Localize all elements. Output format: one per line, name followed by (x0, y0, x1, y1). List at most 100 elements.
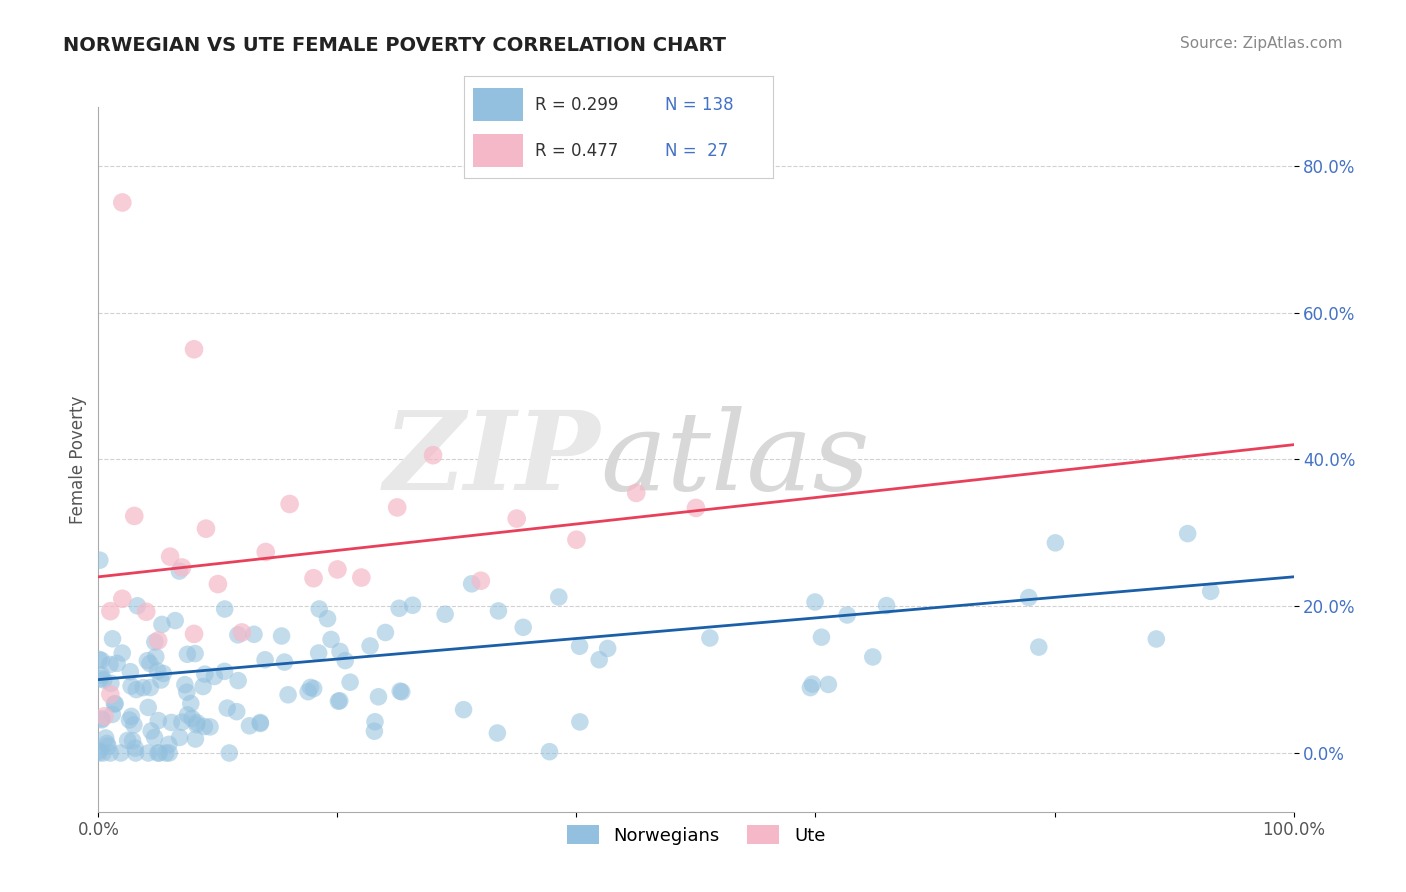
Point (101, 632, 124, 646)
Point (132, 681, 155, 695)
Point (339, 675, 361, 690)
Point (547, 590, 569, 604)
Point (176, 685, 198, 699)
Point (173, 678, 195, 692)
FancyBboxPatch shape (474, 135, 523, 167)
Point (98, 657, 121, 672)
Point (273, 655, 295, 669)
Point (90, 653, 112, 667)
Point (363, 724, 385, 739)
Point (434, 607, 457, 622)
Point (278, 497, 301, 511)
Point (87, 652, 110, 666)
Point (243, 627, 266, 641)
Point (538, 745, 561, 759)
Point (127, 599, 149, 613)
Point (136, 700, 159, 714)
Point (308, 646, 330, 660)
Point (121, 733, 143, 747)
Point (100, 676, 122, 690)
Point (350, 570, 373, 584)
Point (111, 591, 134, 606)
Point (87, 744, 110, 758)
Legend: Norwegians, Ute: Norwegians, Ute (560, 818, 832, 852)
Point (359, 639, 381, 653)
Point (254, 653, 277, 667)
Point (87, 746, 110, 760)
Text: Source: ZipAtlas.com: Source: ZipAtlas.com (1180, 36, 1343, 51)
Point (194, 667, 217, 681)
Point (588, 653, 610, 667)
Point (876, 599, 898, 613)
Text: N = 138: N = 138 (665, 95, 734, 113)
Point (145, 649, 167, 664)
Point (135, 605, 157, 619)
Point (218, 746, 240, 760)
Point (195, 522, 218, 536)
Point (198, 720, 221, 734)
Point (148, 714, 170, 728)
Point (193, 720, 215, 734)
Point (117, 733, 139, 747)
Point (328, 694, 350, 708)
Point (98, 604, 122, 618)
Point (152, 666, 174, 681)
Point (180, 697, 202, 711)
Point (568, 640, 591, 654)
Point (1177, 526, 1199, 541)
Point (93, 709, 115, 723)
Point (169, 564, 191, 578)
Point (231, 625, 253, 640)
Point (93, 673, 115, 687)
Text: atlas: atlas (600, 406, 870, 513)
Point (157, 737, 180, 751)
Point (488, 604, 510, 618)
Point (183, 343, 205, 357)
Point (249, 716, 271, 731)
FancyBboxPatch shape (474, 88, 523, 121)
Point (299, 681, 322, 695)
Point (837, 607, 859, 622)
Point (388, 601, 411, 615)
Point (91, 746, 114, 760)
Point (165, 614, 187, 628)
Point (149, 673, 172, 687)
Point (238, 719, 260, 733)
Point (97, 739, 120, 753)
Point (111, 195, 134, 210)
Point (139, 681, 162, 695)
Point (89, 672, 111, 686)
Point (568, 714, 591, 729)
Point (207, 577, 229, 591)
Point (699, 631, 721, 645)
Point (157, 746, 180, 760)
Point (596, 641, 619, 656)
Point (801, 677, 824, 691)
Text: R = 0.299: R = 0.299 (536, 95, 619, 113)
Point (136, 746, 159, 760)
Point (183, 627, 205, 641)
Point (1018, 591, 1040, 605)
Point (329, 644, 352, 658)
Point (96, 736, 118, 750)
Point (226, 628, 249, 642)
Point (389, 684, 412, 698)
Point (460, 577, 482, 591)
Point (89, 553, 111, 567)
Text: NORWEGIAN VS UTE FEMALE POVERTY CORRELATION CHART: NORWEGIAN VS UTE FEMALE POVERTY CORRELAT… (63, 36, 727, 54)
Text: N =  27: N = 27 (665, 142, 728, 160)
Point (374, 625, 396, 640)
Point (186, 715, 208, 730)
Point (277, 688, 299, 702)
Point (90, 713, 112, 727)
Text: R = 0.477: R = 0.477 (536, 142, 619, 160)
Point (184, 732, 207, 747)
Point (169, 731, 191, 745)
Point (172, 560, 194, 574)
Point (110, 746, 132, 760)
Point (141, 723, 163, 738)
Point (453, 703, 475, 717)
Point (308, 602, 330, 616)
Point (217, 701, 239, 715)
Point (176, 707, 198, 722)
